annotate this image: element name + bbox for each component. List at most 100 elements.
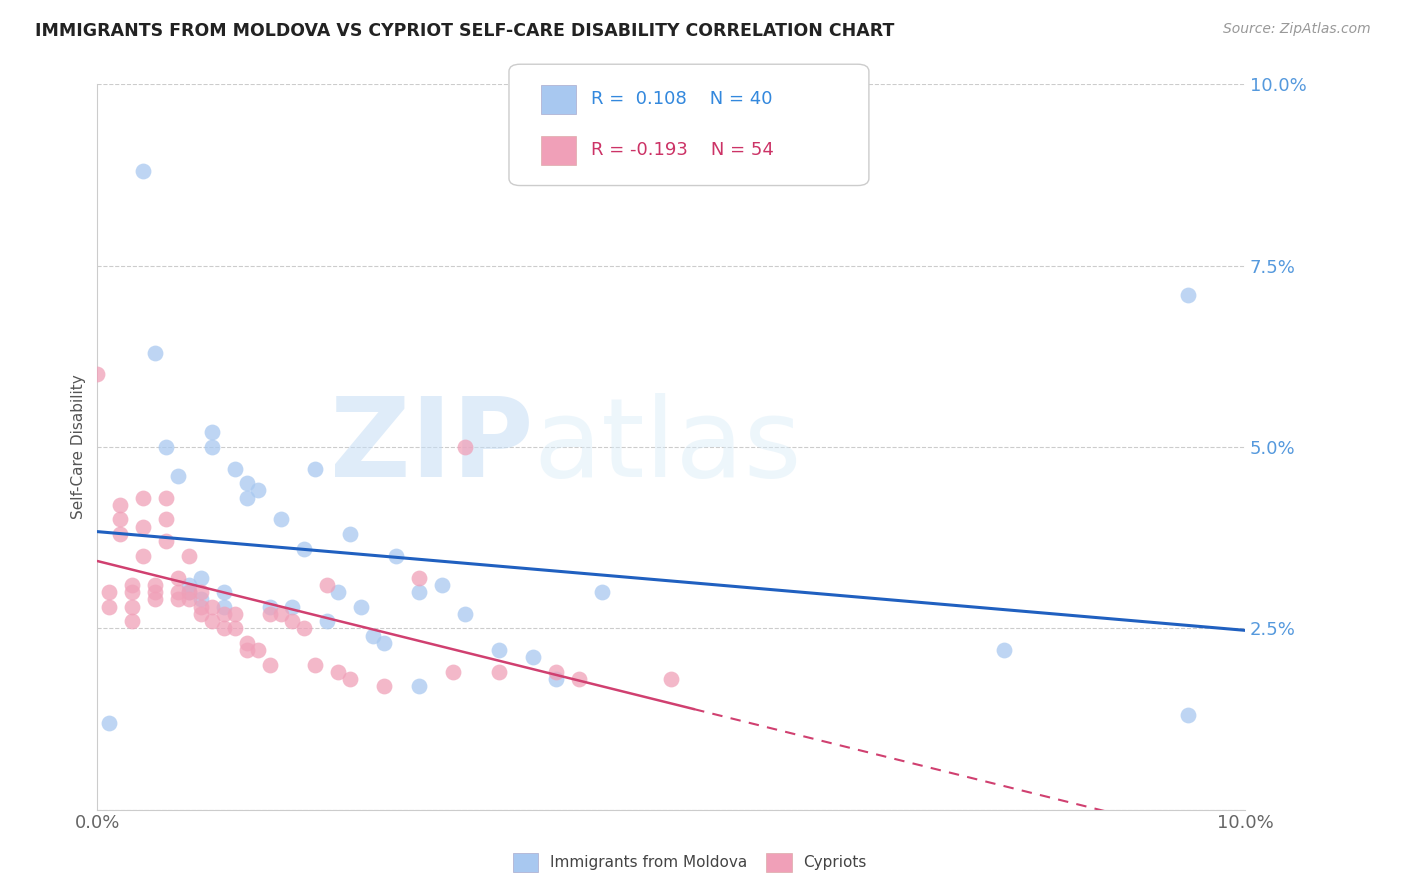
Point bbox=[247, 643, 270, 657]
Point bbox=[155, 491, 177, 505]
Point bbox=[408, 570, 430, 584]
Point bbox=[659, 672, 682, 686]
Point bbox=[488, 665, 510, 679]
Point bbox=[350, 599, 373, 614]
Text: R =  0.108    N = 40: R = 0.108 N = 40 bbox=[591, 90, 772, 109]
Point bbox=[546, 672, 568, 686]
Point bbox=[121, 585, 143, 599]
Point bbox=[155, 512, 177, 526]
Point bbox=[315, 614, 337, 628]
Point bbox=[110, 498, 132, 512]
Point bbox=[1177, 708, 1199, 723]
Point bbox=[179, 549, 201, 563]
Point bbox=[292, 621, 315, 635]
Point bbox=[166, 469, 188, 483]
Point bbox=[179, 585, 201, 599]
Point bbox=[166, 592, 188, 607]
Point bbox=[190, 570, 212, 584]
Point bbox=[132, 520, 155, 534]
Point bbox=[259, 657, 281, 672]
Point bbox=[201, 614, 224, 628]
Point bbox=[270, 512, 292, 526]
Text: Cypriots: Cypriots bbox=[803, 855, 866, 870]
Point bbox=[121, 614, 143, 628]
Point bbox=[488, 643, 510, 657]
Point bbox=[373, 636, 395, 650]
Text: ZIP: ZIP bbox=[330, 393, 533, 500]
Point bbox=[339, 672, 361, 686]
Point bbox=[235, 476, 257, 491]
Point bbox=[281, 614, 304, 628]
Point bbox=[179, 585, 201, 599]
Point bbox=[155, 440, 177, 454]
Point bbox=[441, 665, 464, 679]
Point bbox=[110, 527, 132, 541]
Point bbox=[339, 527, 361, 541]
Point bbox=[97, 585, 120, 599]
Point bbox=[328, 665, 350, 679]
Text: atlas: atlas bbox=[533, 393, 801, 500]
Point bbox=[201, 440, 224, 454]
Point bbox=[224, 461, 246, 475]
Point bbox=[408, 679, 430, 693]
Point bbox=[190, 592, 212, 607]
Point bbox=[361, 628, 384, 642]
Point bbox=[212, 621, 235, 635]
Point bbox=[143, 592, 166, 607]
Point bbox=[132, 491, 155, 505]
Y-axis label: Self-Care Disability: Self-Care Disability bbox=[72, 375, 86, 519]
Point bbox=[201, 599, 224, 614]
Point bbox=[568, 672, 591, 686]
Point bbox=[97, 715, 120, 730]
Point bbox=[143, 585, 166, 599]
Point bbox=[259, 607, 281, 621]
Point bbox=[292, 541, 315, 556]
Point bbox=[212, 585, 235, 599]
Point bbox=[201, 425, 224, 440]
Point bbox=[247, 483, 270, 498]
Point bbox=[993, 643, 1015, 657]
Point bbox=[132, 549, 155, 563]
Point bbox=[259, 599, 281, 614]
Point bbox=[235, 636, 257, 650]
Point bbox=[179, 578, 201, 592]
Point bbox=[110, 512, 132, 526]
Text: Immigrants from Moldova: Immigrants from Moldova bbox=[550, 855, 747, 870]
Point bbox=[270, 607, 292, 621]
Point bbox=[235, 491, 257, 505]
Point bbox=[408, 585, 430, 599]
Text: IMMIGRANTS FROM MOLDOVA VS CYPRIOT SELF-CARE DISABILITY CORRELATION CHART: IMMIGRANTS FROM MOLDOVA VS CYPRIOT SELF-… bbox=[35, 22, 894, 40]
Point bbox=[373, 679, 395, 693]
Point bbox=[304, 657, 326, 672]
Point bbox=[235, 643, 257, 657]
Point bbox=[132, 164, 155, 178]
Point bbox=[143, 578, 166, 592]
Point bbox=[328, 585, 350, 599]
Point bbox=[190, 585, 212, 599]
Text: Source: ZipAtlas.com: Source: ZipAtlas.com bbox=[1223, 22, 1371, 37]
Point bbox=[179, 592, 201, 607]
Point bbox=[281, 599, 304, 614]
Point bbox=[86, 368, 108, 382]
Point bbox=[121, 599, 143, 614]
Point bbox=[224, 607, 246, 621]
Point bbox=[453, 607, 475, 621]
Point bbox=[430, 578, 453, 592]
Point bbox=[224, 621, 246, 635]
Point bbox=[315, 578, 337, 592]
Point bbox=[304, 461, 326, 475]
Point bbox=[384, 549, 406, 563]
Point bbox=[546, 665, 568, 679]
Text: R = -0.193    N = 54: R = -0.193 N = 54 bbox=[591, 141, 773, 160]
Point bbox=[522, 650, 544, 665]
Point bbox=[212, 607, 235, 621]
Point bbox=[1177, 287, 1199, 301]
Point bbox=[121, 578, 143, 592]
Point bbox=[190, 599, 212, 614]
Point bbox=[190, 607, 212, 621]
Point bbox=[212, 599, 235, 614]
Point bbox=[143, 345, 166, 359]
Point bbox=[166, 585, 188, 599]
Point bbox=[97, 599, 120, 614]
Point bbox=[166, 570, 188, 584]
